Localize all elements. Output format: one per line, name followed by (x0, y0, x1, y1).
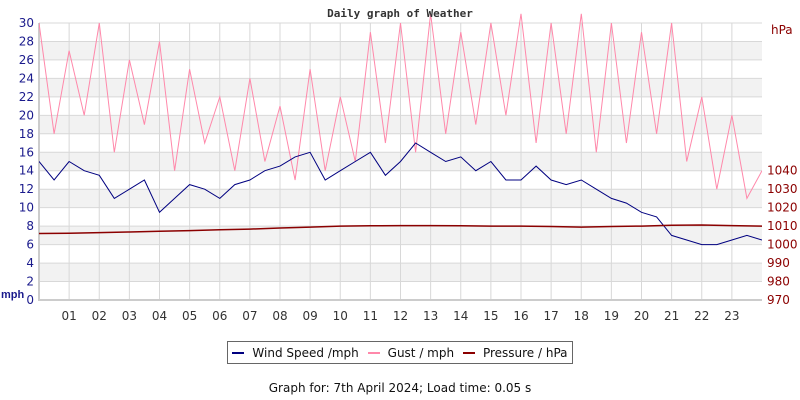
right-tick-label: 1040 (767, 164, 798, 178)
x-tick-label: 01 (61, 309, 76, 323)
x-tick-label: 11 (363, 309, 378, 323)
legend-label: Wind Speed /mph (252, 345, 359, 360)
x-tick-label: 12 (393, 309, 408, 323)
chart-title: Daily graph of Weather (327, 7, 473, 20)
series-line-gust (39, 13, 762, 200)
x-tick-label: 16 (513, 309, 528, 323)
left-tick-label: 20 (19, 108, 34, 122)
left-tick-label: 24 (19, 71, 34, 85)
right-tick-label: 1000 (767, 238, 798, 252)
x-tick-label: 06 (212, 309, 227, 323)
right-tick-label: 970 (767, 293, 790, 307)
left-tick-label: 18 (19, 127, 34, 141)
x-tick-label: 21 (664, 309, 679, 323)
right-axis-label: hPa (771, 23, 793, 37)
left-tick-label: 22 (19, 90, 34, 104)
left-tick-label: 4 (26, 256, 34, 270)
x-tick-label: 14 (453, 309, 468, 323)
x-tick-label: 20 (634, 309, 649, 323)
x-tick-label: 10 (333, 309, 348, 323)
left-tick-label: 28 (19, 34, 34, 48)
legend-item-pressure: Pressure / hPa (462, 345, 568, 360)
right-tick-label: 980 (767, 275, 790, 289)
legend-item-wind: Wind Speed /mph (232, 345, 359, 360)
x-tick-label: 13 (423, 309, 438, 323)
left-tick-label: 2 (26, 275, 34, 289)
x-tick-label: 05 (182, 309, 197, 323)
right-tick-label: 990 (767, 256, 790, 270)
x-tick-label: 07 (242, 309, 257, 323)
legend-item-gust: Gust / mph (367, 345, 455, 360)
x-tick-label: 22 (694, 309, 709, 323)
legend: Wind Speed /mph Gust / mph Pressure / hP… (227, 341, 573, 364)
x-tick-label: 18 (574, 309, 589, 323)
x-tick-label: 09 (302, 309, 317, 323)
right-tick-label: 1010 (767, 219, 798, 233)
x-tick-label: 17 (543, 309, 558, 323)
series-line-pressure (39, 224, 762, 235)
legend-swatch (232, 352, 245, 354)
left-tick-label: 12 (19, 182, 34, 196)
left-tick-label: 10 (19, 201, 34, 215)
left-axis-label: mph (1, 289, 25, 301)
left-tick-label: 30 (19, 16, 34, 30)
x-tick-label: 02 (92, 309, 107, 323)
right-tick-label: 1030 (767, 182, 798, 196)
series-line-wind (39, 142, 762, 246)
left-tick-label: 6 (26, 238, 34, 252)
x-tick-label: 19 (604, 309, 619, 323)
legend-label: Gust / mph (387, 345, 455, 360)
left-tick-label: 14 (19, 164, 34, 178)
x-tick-label: 23 (724, 309, 739, 323)
left-tick-label: 16 (19, 145, 34, 159)
x-tick-label: 15 (483, 309, 498, 323)
left-tick-label: 26 (19, 53, 34, 67)
legend-swatch (462, 352, 475, 354)
legend-label: Pressure / hPa (482, 345, 568, 360)
x-tick-label: 04 (152, 309, 167, 323)
right-tick-label: 1020 (767, 201, 798, 215)
left-tick-label: 8 (26, 219, 34, 233)
left-tick-label: 0 (26, 293, 34, 307)
x-tick-label: 08 (272, 309, 287, 323)
x-tick-label: 03 (122, 309, 137, 323)
legend-swatch (367, 352, 380, 354)
footer-text: Graph for: 7th April 2024; Load time: 0.… (268, 381, 532, 395)
